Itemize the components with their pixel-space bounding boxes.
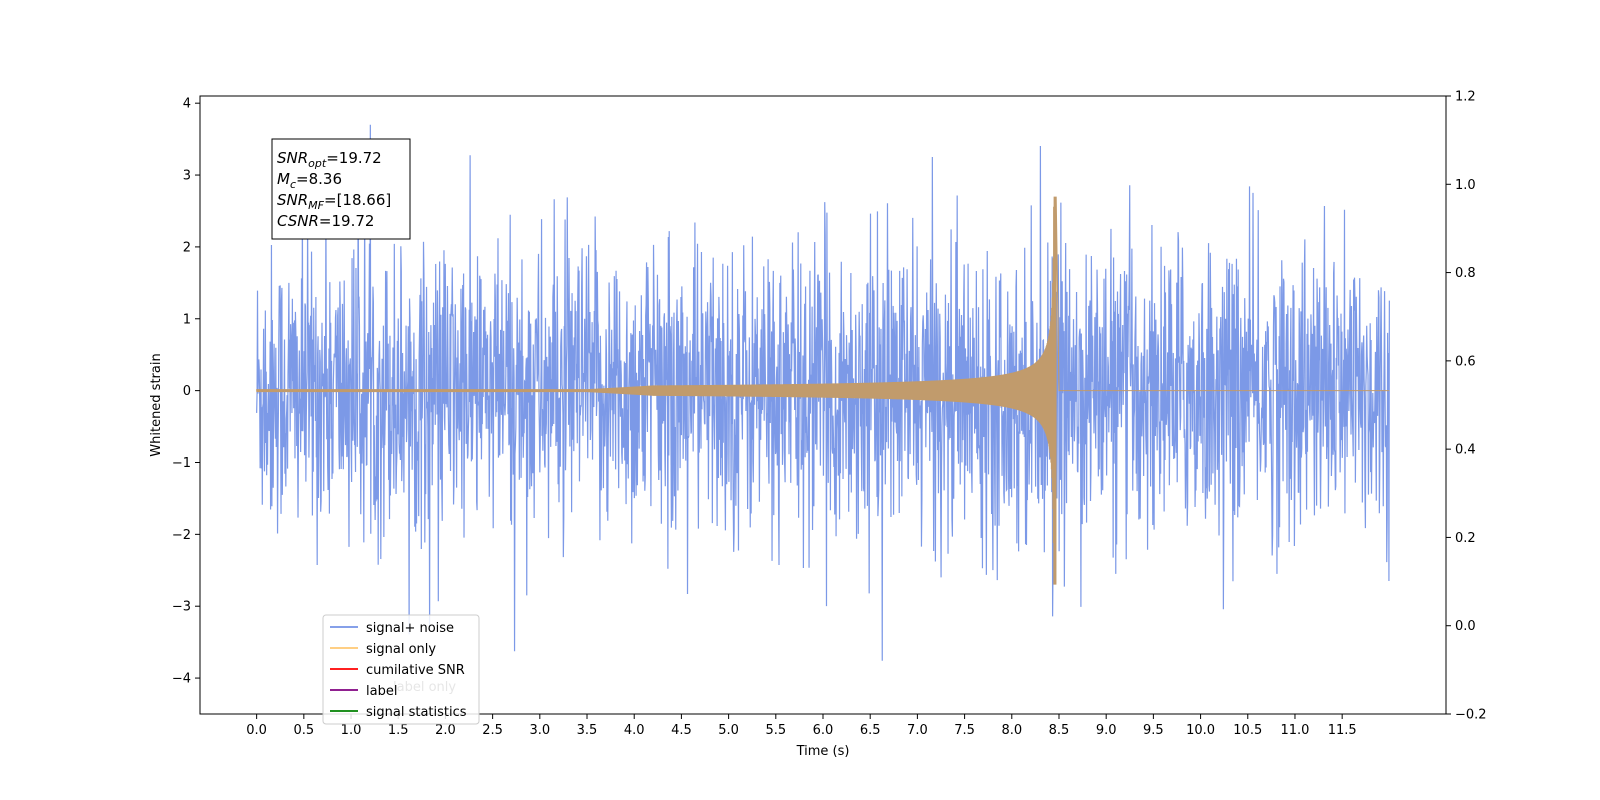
info-box: SNRopt=19.72Mc=8.36SNRMF=[18.66]CSNR=19.…	[271, 138, 411, 240]
y-tick-label: 3	[183, 169, 191, 184]
x-tick-label: 2.5	[482, 723, 503, 738]
series-signal-only-line	[256, 196, 1390, 585]
x-tick-label: 3.0	[529, 723, 550, 738]
info-box-line: SNRopt=19.72	[277, 149, 382, 170]
x-tick-label: 5.5	[765, 723, 786, 738]
x-tick-label: 5.0	[718, 723, 739, 738]
legend-entry-label: cumilative SNR	[366, 663, 465, 678]
y-tick-label: −1	[172, 456, 191, 471]
y2-tick-label: 1.2	[1455, 90, 1476, 105]
x-tick-label: 11.0	[1280, 723, 1309, 738]
legend-entry-label: label	[366, 684, 397, 699]
legend-entry-label: signal+ noise	[366, 621, 454, 636]
x-tick-label: 9.0	[1096, 723, 1117, 738]
y-tick-label: 0	[183, 384, 191, 399]
info-box-line: Mc=8.36	[277, 170, 342, 191]
info-box-frame	[271, 138, 411, 240]
y2-tick-label: 0.4	[1455, 443, 1476, 458]
legend-entry-label: signal only	[366, 642, 436, 657]
x-tick-label: 10.0	[1186, 723, 1215, 738]
x-tick-label: 6.0	[813, 723, 834, 738]
info-box-line: SNRMF=[18.66]	[277, 191, 391, 212]
legend-entry-label: signal statistics	[366, 705, 467, 720]
y-tick-label: 1	[183, 312, 191, 327]
x-tick-label: 11.5	[1328, 723, 1357, 738]
x-axis-label: Time (s)	[796, 744, 850, 759]
series-signal-noise-line	[256, 124, 1390, 661]
x-tick-label: 6.5	[860, 723, 881, 738]
y-axis-label: Whitened strain	[149, 353, 164, 456]
x-tick-label: 0.0	[246, 723, 267, 738]
y2-tick-label: 0.2	[1455, 531, 1476, 546]
x-tick-label: 2.0	[435, 723, 456, 738]
x-tick-label: 1.0	[341, 723, 362, 738]
legend: label only signal+ noise signal only cumila…	[322, 614, 480, 725]
info-box-line: CSNR=19.72	[277, 212, 374, 230]
x-tick-label: 10.5	[1233, 723, 1262, 738]
x-tick-label: 7.5	[954, 723, 975, 738]
x-tick-label: 1.5	[388, 723, 409, 738]
y-tick-label: 2	[183, 240, 191, 255]
x-tick-label: 0.5	[293, 723, 314, 738]
y2-tick-label: 1.0	[1455, 178, 1476, 193]
x-tick-label: 7.0	[907, 723, 928, 738]
x-tick-label: 8.0	[1001, 723, 1022, 738]
x-tick-label: 4.5	[671, 723, 692, 738]
x-tick-label: 3.5	[577, 723, 598, 738]
y2-tick-label: 0.6	[1455, 354, 1476, 369]
y-tick-label: −2	[172, 528, 191, 543]
y-tick-label: −4	[172, 672, 191, 687]
legend-ghost-text: label only	[393, 680, 456, 695]
x-tick-label: 9.5	[1143, 723, 1164, 738]
y2-tick-label: 0.8	[1455, 266, 1476, 281]
y-tick-label: −3	[172, 600, 191, 615]
x-tick-label: 8.5	[1049, 723, 1070, 738]
legend-frame	[322, 614, 480, 725]
y2-tick-label: 0.0	[1455, 619, 1476, 634]
y-tick-label: 4	[183, 97, 191, 112]
x-tick-label: 4.0	[624, 723, 645, 738]
y2-tick-label: −0.2	[1455, 708, 1487, 723]
